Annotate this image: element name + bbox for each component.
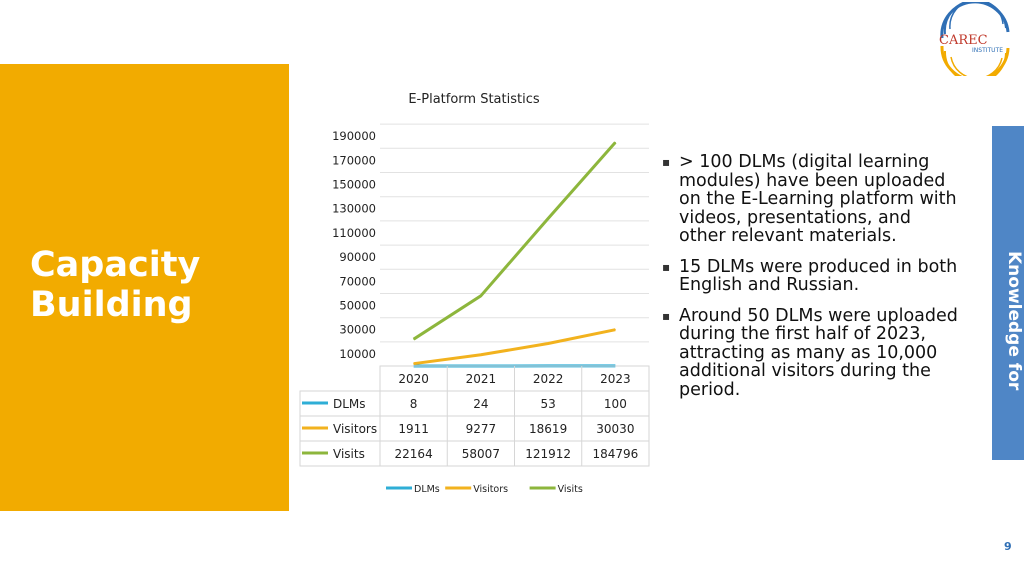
y-tick-label: 190000 bbox=[332, 129, 376, 143]
bullet-list: ▪ > 100 DLMs (digital learning modules) … bbox=[662, 153, 962, 411]
data-point-visits bbox=[614, 141, 616, 143]
series-line-visitors bbox=[413, 328, 616, 366]
logo-sub-text: INSTITUTE bbox=[972, 47, 1003, 54]
slide-title-line1: Capacity bbox=[30, 245, 201, 285]
bullet-item: ▪ Around 50 DLMs were uploaded during th… bbox=[662, 305, 962, 400]
table-cell: 53 bbox=[540, 397, 555, 411]
x-tick-label: 2021 bbox=[466, 372, 497, 386]
data-point-visitors bbox=[480, 354, 482, 356]
bullet-marker-icon: ▪ bbox=[662, 155, 671, 169]
x-tick-label: 2022 bbox=[533, 372, 564, 386]
carec-logo: CAREC INSTITUTE bbox=[939, 2, 1010, 76]
series-line-visits bbox=[412, 141, 617, 341]
x-tick-label: 2023 bbox=[600, 372, 631, 386]
table-row-label: DLMs bbox=[333, 397, 366, 411]
table-cell: 22164 bbox=[395, 447, 433, 461]
data-point-visits bbox=[413, 338, 415, 340]
table-cell: 9277 bbox=[466, 422, 497, 436]
y-tick-label: 130000 bbox=[332, 202, 376, 216]
side-tab-label: Knowledge for bbox=[1004, 251, 1024, 391]
y-tick-label: 50000 bbox=[339, 299, 376, 313]
y-tick-label: 10000 bbox=[339, 347, 376, 361]
page-number: 9 bbox=[1004, 540, 1012, 553]
table-cell: 30030 bbox=[596, 422, 634, 436]
y-tick-label: 150000 bbox=[332, 178, 376, 192]
table-cell: 100 bbox=[604, 397, 627, 411]
table-cell: 121912 bbox=[525, 447, 571, 461]
table-cell: 18619 bbox=[529, 422, 567, 436]
legend-label: Visitors bbox=[473, 484, 508, 495]
slide-title-line2: Building bbox=[30, 285, 193, 325]
bullet-item: ▪ > 100 DLMs (digital learning modules) … bbox=[662, 153, 962, 246]
bullet-text: > 100 DLMs (digital learning modules) ha… bbox=[679, 152, 957, 246]
slide-title: Capacity Building bbox=[30, 245, 200, 325]
x-tick-label: 2020 bbox=[398, 372, 429, 386]
line-chart: 190000 170000 150000 130000 110000 90000 70000… bbox=[299, 123, 650, 495]
chart-title: E-Platform Statistics bbox=[408, 92, 540, 107]
table-cell: 8 bbox=[410, 397, 418, 411]
y-tick-label: 170000 bbox=[332, 153, 376, 167]
legend-label: Visits bbox=[558, 484, 583, 495]
table-cell: 1911 bbox=[398, 422, 429, 436]
y-tick-label: 90000 bbox=[339, 250, 376, 264]
bullet-text: Around 50 DLMs were uploaded during the … bbox=[679, 305, 958, 400]
title-panel bbox=[0, 64, 289, 511]
bullet-item: ▪ 15 DLMs were produced in both English … bbox=[662, 256, 962, 295]
table-cell: 184796 bbox=[592, 447, 638, 461]
legend-label: DLMs bbox=[414, 484, 440, 495]
bullet-text: 15 DLMs were produced in both English an… bbox=[679, 256, 958, 295]
table-row-label: Visitors bbox=[333, 422, 377, 436]
bullet-marker-icon: ▪ bbox=[662, 308, 671, 323]
table-cell: 58007 bbox=[462, 447, 500, 461]
data-point-visitors bbox=[547, 342, 549, 344]
table-cell: 24 bbox=[473, 397, 488, 411]
y-tick-label: 110000 bbox=[332, 226, 376, 240]
side-tab: Knowledge for bbox=[992, 126, 1024, 460]
data-point-visits bbox=[547, 217, 549, 219]
data-point-visitors bbox=[413, 363, 415, 365]
data-point-visitors bbox=[614, 329, 616, 331]
y-tick-label: 70000 bbox=[339, 274, 376, 288]
bullet-marker-icon: ▪ bbox=[662, 259, 671, 274]
y-tick-label: 30000 bbox=[339, 323, 376, 337]
logo-main-text: CAREC bbox=[939, 33, 988, 48]
data-point-visits bbox=[480, 295, 482, 297]
table-row-label: Visits bbox=[333, 447, 365, 461]
